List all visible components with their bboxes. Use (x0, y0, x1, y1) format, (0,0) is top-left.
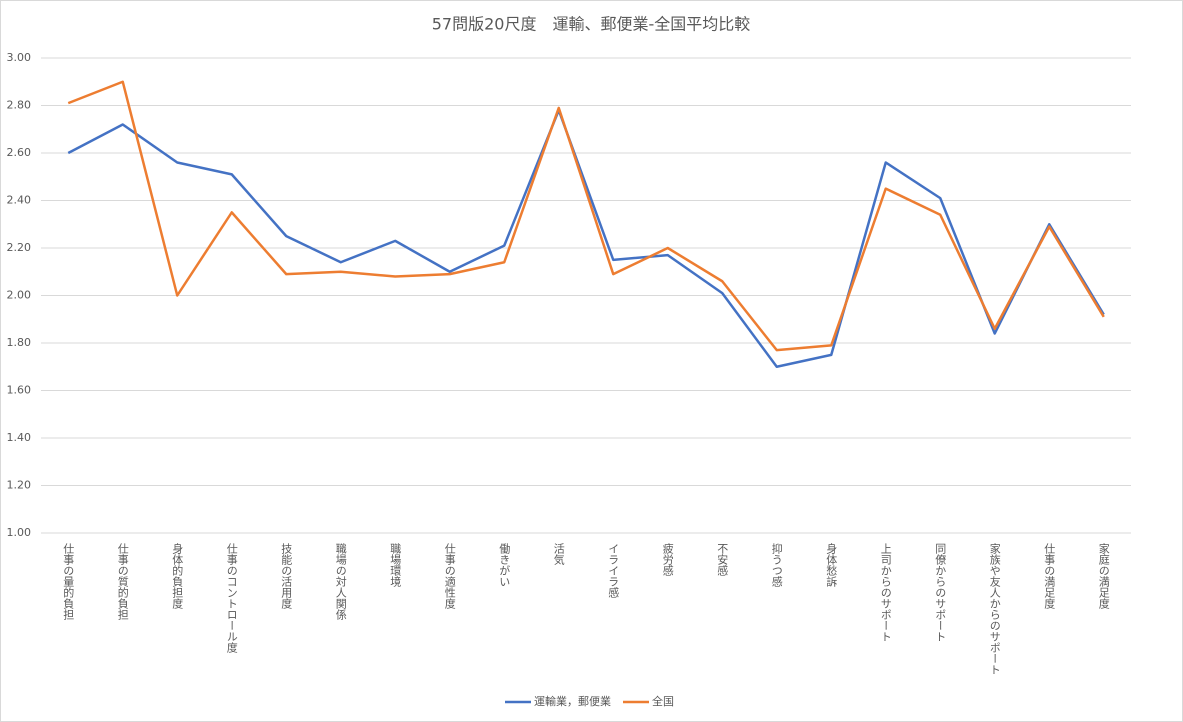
y-tick-label: 2.00 (7, 289, 32, 302)
legend-label: 全国 (652, 694, 674, 708)
x-tick-label: 技能の活用度 (280, 543, 293, 610)
x-tick-label: 仕事の適性度 (443, 543, 456, 610)
y-tick-label: 3.00 (7, 51, 32, 64)
x-tick-label: 仕事の量的負担 (62, 543, 75, 620)
x-tick-label: 仕事のコントロール度 (225, 543, 238, 654)
x-tick-label: 活気 (552, 543, 565, 566)
y-tick-label: 2.80 (7, 99, 32, 112)
x-tick-label: 抑うつ感 (770, 542, 783, 587)
x-tick-label: 働きがい (498, 543, 511, 587)
x-tick-label: 疲労感 (661, 542, 674, 576)
y-tick-label: 1.00 (7, 526, 32, 539)
x-tick-label: 身体的負担度 (171, 542, 184, 610)
x-tick-label: イライラ感 (607, 543, 620, 598)
x-tick-label: 不安感 (716, 543, 729, 576)
y-tick-label: 1.60 (7, 384, 32, 397)
x-tick-label: 仕事の質的負担 (116, 543, 129, 620)
series-line (67, 80, 1105, 352)
x-tick-label: 同僚からのサポート (934, 543, 947, 642)
y-tick-label: 2.40 (7, 194, 32, 207)
x-tick-label: 家族や友人からのサポート (988, 542, 1001, 675)
series-line (67, 109, 1105, 368)
y-tick-label: 2.20 (7, 241, 32, 254)
y-tick-label: 1.80 (7, 336, 32, 349)
x-tick-label: 職場の対人関係 (334, 543, 347, 621)
x-tick-label: 家庭の満足度 (1097, 542, 1110, 610)
legend-label: 運輸業，郵便業 (534, 694, 611, 708)
y-tick-label: 1.20 (7, 479, 32, 492)
x-tick-label: 職場環境 (389, 543, 402, 587)
y-tick-label: 2.60 (7, 146, 32, 159)
chart-title: 57問版20尺度 運輸、郵便業-全国平均比較 (432, 15, 751, 34)
x-tick-label: 仕事の満足度 (1043, 543, 1056, 610)
x-tick-label: 上司からのサポート (879, 543, 892, 642)
x-tick-label: 身体愁訴 (825, 542, 838, 587)
y-tick-label: 1.40 (7, 431, 32, 444)
